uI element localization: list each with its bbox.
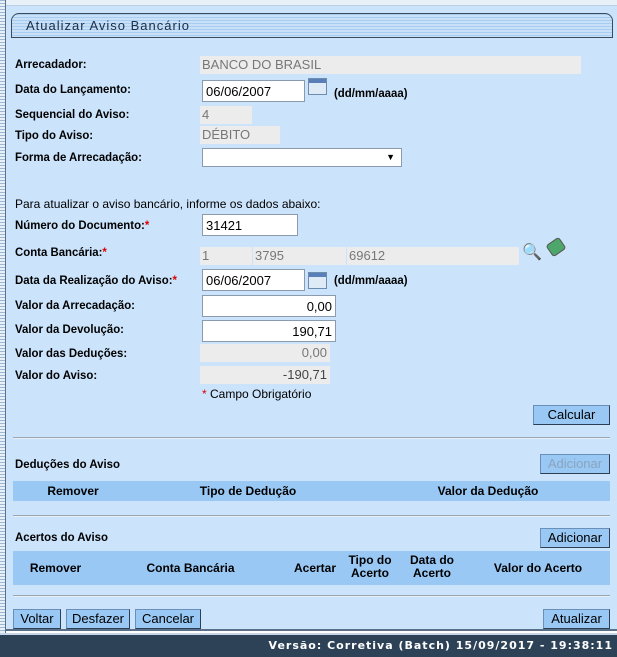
calendar-icon[interactable] <box>308 78 327 95</box>
date-format-hint: (dd/mm/aaaa) <box>334 273 408 287</box>
tipo-label: Tipo do Aviso: <box>15 128 94 142</box>
tipo-field: DÉBITO <box>200 126 280 144</box>
valor-devolucao-input[interactable] <box>202 320 336 342</box>
calcular-button[interactable]: Calcular <box>533 405 610 425</box>
acertos-title: Acertos do Aviso <box>15 530 108 544</box>
data-realizacao-input[interactable] <box>202 269 305 291</box>
form-panel <box>6 6 617 631</box>
version-footer: Versão: Corretiva (Batch) 15/09/2017 - 1… <box>0 633 617 657</box>
column-header: Valor do Acerto <box>493 561 583 575</box>
desfazer-button[interactable]: Desfazer <box>66 609 130 629</box>
valor-devolucao-label: Valor da Devolução: <box>15 322 124 336</box>
deducoes-table-header: Remover Tipo de Dedução Valor da Dedução <box>13 481 610 501</box>
column-header: Data do Acerto <box>409 553 454 580</box>
column-header: Remover <box>29 561 82 575</box>
voltar-button[interactable]: Voltar <box>13 609 61 629</box>
column-header: Tipo do Acerto <box>348 553 392 580</box>
valor-arrecadacao-input[interactable] <box>202 295 336 317</box>
date-format-hint: (dd/mm/aaaa) <box>334 86 408 100</box>
valor-deducoes-label: Valor das Deduções: <box>15 346 128 360</box>
calendar-icon[interactable] <box>308 272 327 289</box>
valor-aviso-field: -190,71 <box>200 366 330 384</box>
divider <box>13 515 610 517</box>
page-title: Atualizar Aviso Bancário <box>26 18 190 33</box>
title-bar: Atualizar Aviso Bancário <box>11 13 613 38</box>
acertos-table-header: Remover Conta Bancária Acertar Tipo do A… <box>13 551 610 585</box>
forma-select[interactable]: ▼ <box>202 148 402 167</box>
banco-field: 1 <box>200 247 252 265</box>
adicionar-acerto-button[interactable]: Adicionar <box>540 528 610 548</box>
numero-documento-label: Número do Documento:* <box>15 218 150 232</box>
agencia-field: 3795 <box>253 247 346 265</box>
conta-field: 69612 <box>347 247 519 265</box>
numero-documento-input[interactable] <box>202 214 298 236</box>
valor-aviso-label: Valor do Aviso: <box>15 368 98 382</box>
version-text: Versão: Corretiva (Batch) 15/09/2017 - 1… <box>268 639 613 652</box>
column-header: Acertar <box>293 561 337 575</box>
data-realizacao-label: Data da Realização do Aviso:* <box>15 273 177 287</box>
cancelar-button[interactable]: Cancelar <box>135 609 201 629</box>
arrecadador-field: BANCO DO BRASIL <box>200 56 581 74</box>
instructions-text: Para atualizar o aviso bancário, informe… <box>15 197 321 211</box>
dropdown-arrow-icon[interactable]: ▼ <box>386 152 395 162</box>
search-icon[interactable]: 🔍 <box>522 244 542 261</box>
valor-arrecadacao-label: Valor da Arrecadação: <box>15 298 135 312</box>
atualizar-button[interactable]: Atualizar <box>543 609 610 629</box>
forma-label: Forma de Arrecadação: <box>15 150 142 164</box>
divider <box>13 595 610 597</box>
sequencial-label: Sequencial do Aviso: <box>15 107 130 121</box>
data-lancamento-input[interactable] <box>202 80 305 102</box>
left-border <box>0 0 6 633</box>
sequencial-field: 4 <box>200 106 252 124</box>
column-header: Valor da Dedução <box>437 484 539 498</box>
column-header: Tipo de Dedução <box>199 484 297 498</box>
data-lancamento-label: Data do Lançamento: <box>15 82 131 96</box>
column-header: Conta Bancária <box>146 561 235 575</box>
top-border <box>0 0 617 6</box>
required-note: * Campo Obrigatório <box>202 387 312 401</box>
adicionar-deducao-button[interactable]: Adicionar <box>540 454 610 474</box>
arrecadador-label: Arrecadador: <box>15 57 87 71</box>
valor-deducoes-field: 0,00 <box>200 344 330 362</box>
conta-bancaria-label: Conta Bancária:* <box>15 245 107 259</box>
divider <box>13 437 610 439</box>
column-header: Remover <box>47 484 99 498</box>
deducoes-title: Deduções do Aviso <box>15 457 120 471</box>
